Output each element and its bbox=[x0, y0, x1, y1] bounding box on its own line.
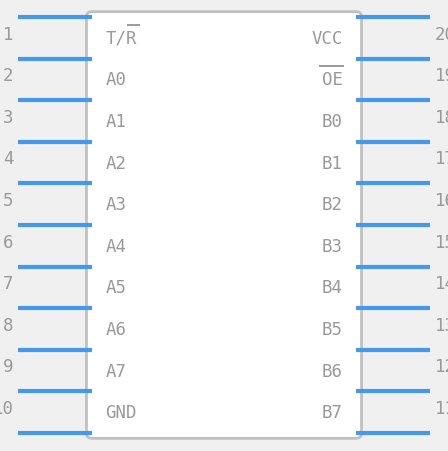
Text: T/R: T/R bbox=[105, 30, 137, 48]
Text: A1: A1 bbox=[105, 113, 126, 131]
Text: B4: B4 bbox=[322, 279, 343, 297]
Text: A4: A4 bbox=[105, 237, 126, 255]
Text: 3: 3 bbox=[3, 109, 13, 127]
Text: A3: A3 bbox=[105, 196, 126, 214]
Text: A0: A0 bbox=[105, 71, 126, 89]
Text: B1: B1 bbox=[322, 154, 343, 172]
Text: 13: 13 bbox=[435, 316, 448, 334]
Text: OE: OE bbox=[322, 71, 343, 89]
Text: 14: 14 bbox=[435, 275, 448, 293]
Text: A6: A6 bbox=[105, 320, 126, 338]
Text: 7: 7 bbox=[3, 275, 13, 293]
Text: 17: 17 bbox=[435, 150, 448, 168]
Text: B3: B3 bbox=[322, 237, 343, 255]
Text: 19: 19 bbox=[435, 67, 448, 85]
Text: A2: A2 bbox=[105, 154, 126, 172]
Text: VCC: VCC bbox=[311, 30, 343, 48]
Text: A5: A5 bbox=[105, 279, 126, 297]
Text: 4: 4 bbox=[3, 150, 13, 168]
Text: 18: 18 bbox=[435, 109, 448, 127]
Text: B5: B5 bbox=[322, 320, 343, 338]
Text: B2: B2 bbox=[322, 196, 343, 214]
Text: 12: 12 bbox=[435, 358, 448, 376]
Text: 10: 10 bbox=[0, 399, 13, 417]
Text: B7: B7 bbox=[322, 403, 343, 421]
Text: 16: 16 bbox=[435, 192, 448, 210]
Text: 11: 11 bbox=[435, 399, 448, 417]
Text: 8: 8 bbox=[3, 316, 13, 334]
Text: B6: B6 bbox=[322, 362, 343, 380]
Text: 2: 2 bbox=[3, 67, 13, 85]
Text: 20: 20 bbox=[435, 26, 448, 44]
Text: B0: B0 bbox=[322, 113, 343, 131]
Text: GND: GND bbox=[105, 403, 137, 421]
Text: 1: 1 bbox=[3, 26, 13, 44]
Text: 6: 6 bbox=[3, 233, 13, 251]
Text: 15: 15 bbox=[435, 233, 448, 251]
Text: A7: A7 bbox=[105, 362, 126, 380]
Text: 9: 9 bbox=[3, 358, 13, 376]
FancyBboxPatch shape bbox=[86, 13, 362, 438]
Text: 5: 5 bbox=[3, 192, 13, 210]
